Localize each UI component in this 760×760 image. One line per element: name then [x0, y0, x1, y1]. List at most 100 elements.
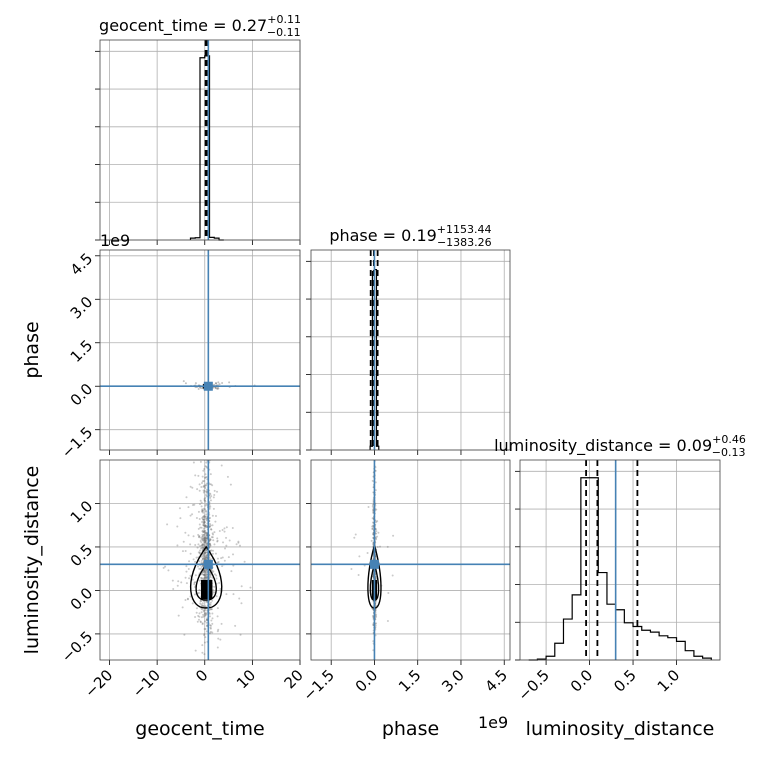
scatter-point — [204, 532, 207, 535]
scatter-point — [223, 559, 226, 562]
scatter-point — [195, 517, 198, 520]
scatter-point — [184, 382, 187, 385]
panel-background — [100, 460, 300, 660]
contour-inner — [195, 563, 217, 601]
scatter-point — [204, 524, 207, 527]
scatter-point — [205, 554, 208, 557]
panel-content — [100, 460, 300, 660]
scatter-point — [188, 560, 191, 563]
scatter-point — [204, 569, 207, 572]
scatter-point — [200, 600, 203, 603]
scatter-point — [374, 457, 376, 459]
scatter-point — [202, 613, 205, 616]
scatter-point — [212, 496, 215, 499]
scatter-point — [191, 578, 194, 581]
scatter-point — [176, 525, 179, 528]
scatter-point — [213, 531, 216, 534]
scatter-point — [214, 386, 217, 389]
scatter-point — [199, 503, 202, 506]
scatter-point — [202, 507, 205, 510]
scatter-point — [202, 543, 205, 546]
scatter-point — [209, 544, 212, 547]
scatter-point — [203, 529, 206, 532]
scatter-point — [215, 382, 218, 385]
panel-background — [100, 250, 300, 450]
scatter-point — [178, 507, 181, 510]
hist-title: phase = 0.19+1153.44 −1383.26 — [329, 223, 491, 249]
scatter-point — [203, 573, 206, 576]
scatter-point — [209, 604, 212, 607]
scatter-point — [202, 537, 205, 540]
scatter-point — [201, 602, 204, 605]
scatter-point — [215, 595, 218, 598]
x-axis-label: geocent_time — [135, 718, 264, 740]
scatter-point — [203, 558, 206, 561]
scatter-point — [222, 541, 225, 544]
scatter-point — [201, 608, 204, 611]
scatter-point — [375, 528, 378, 531]
scatter-point — [218, 582, 221, 585]
scatter-point — [203, 536, 206, 539]
scatter-point — [191, 602, 194, 605]
scatter-point — [216, 561, 219, 564]
scatter-point — [203, 541, 206, 544]
scatter-point — [203, 576, 206, 579]
panel-border — [99, 459, 301, 661]
scatter-point — [214, 520, 217, 523]
scatter-point — [198, 615, 201, 618]
scatter-point — [188, 577, 191, 580]
scatter-point — [199, 620, 202, 623]
scatter-point — [203, 628, 206, 631]
scatter-point — [228, 381, 231, 384]
scatter-point — [225, 526, 228, 529]
scatter-point — [192, 558, 195, 561]
scatter-point — [376, 520, 379, 523]
scatter-point — [201, 510, 204, 513]
scatter-point — [208, 603, 211, 606]
scatter-point — [208, 507, 211, 510]
scatter-point — [201, 509, 204, 512]
scatter-point — [202, 524, 205, 527]
scatter-point — [198, 579, 201, 582]
scatter-point — [209, 499, 212, 502]
scatter-point — [208, 516, 211, 519]
scatter-point — [211, 631, 214, 634]
scatter-point — [200, 541, 203, 544]
scatter-point — [218, 383, 221, 386]
scatter-point — [210, 608, 213, 611]
scatter-point — [200, 544, 203, 547]
scatter-point — [211, 588, 214, 591]
scatter-point — [205, 484, 208, 487]
scatter-point — [376, 535, 379, 538]
scatter-point — [204, 614, 207, 617]
scatter-point — [189, 543, 192, 546]
scatter-point — [208, 612, 211, 615]
scatter-point — [209, 538, 212, 541]
scatter-point — [203, 490, 206, 493]
scatter-point — [205, 537, 208, 540]
scatter-point — [205, 569, 208, 572]
scatter-point — [191, 513, 194, 516]
scatter-point — [205, 476, 208, 479]
scatter-point — [202, 604, 205, 607]
scatter-point — [208, 523, 211, 526]
scatter-point — [212, 591, 215, 594]
scatter-point — [183, 633, 186, 636]
scatter-point — [204, 542, 207, 545]
scatter-point — [205, 576, 208, 579]
scatter-point — [375, 613, 378, 616]
scatter-point — [164, 565, 167, 568]
scatter-point — [205, 600, 208, 603]
scatter-point — [371, 521, 374, 524]
y-tick-label: −0.5 — [58, 628, 96, 666]
scatter-point — [209, 624, 212, 627]
scatter-point — [201, 516, 204, 519]
scatter-point — [205, 630, 208, 633]
scatter-point — [205, 612, 208, 615]
title-minus: −0.11 — [267, 26, 301, 39]
scatter-point — [213, 573, 216, 576]
scatter-point — [186, 598, 189, 601]
scatter-point — [213, 493, 216, 496]
panel-border — [310, 249, 511, 451]
scatter-point — [205, 491, 208, 494]
